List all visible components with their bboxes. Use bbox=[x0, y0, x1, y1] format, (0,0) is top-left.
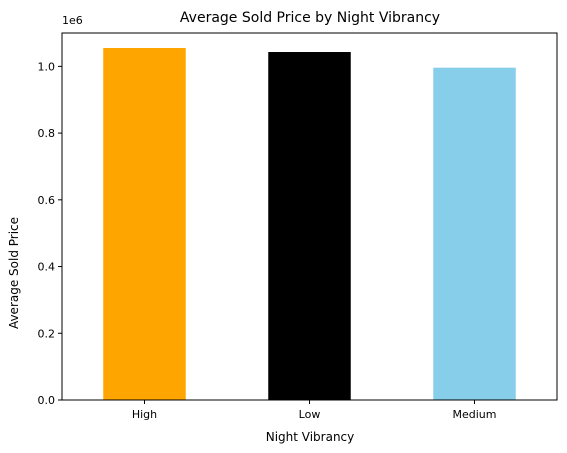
y-tick-label: 0.6 bbox=[38, 194, 56, 207]
chart-title: Average Sold Price by Night Vibrancy bbox=[180, 10, 440, 26]
y-tick-label: 0.4 bbox=[38, 261, 56, 274]
bars-group bbox=[103, 48, 516, 400]
y-offset-text: 1e6 bbox=[62, 14, 83, 27]
x-tick-label: High bbox=[132, 408, 157, 421]
bar-high bbox=[103, 48, 186, 400]
y-axis-label: Average Sold Price bbox=[7, 217, 21, 329]
x-tick-label: Medium bbox=[453, 408, 497, 421]
y-tick-label: 0.0 bbox=[38, 394, 56, 407]
bar-medium bbox=[433, 67, 516, 400]
x-tick-label: Low bbox=[299, 408, 321, 421]
y-tick-label: 1.0 bbox=[38, 60, 56, 73]
y-tick-label: 0.8 bbox=[38, 127, 56, 140]
axes-frame bbox=[61, 32, 558, 401]
x-axis-ticks: High Low Medium bbox=[132, 400, 497, 421]
y-axis-ticks: 0.0 0.2 0.4 0.6 0.8 1.0 bbox=[38, 60, 62, 407]
x-axis-label: Night Vibrancy bbox=[266, 430, 355, 444]
y-tick-label: 0.2 bbox=[38, 327, 56, 340]
bar-low bbox=[268, 52, 351, 400]
